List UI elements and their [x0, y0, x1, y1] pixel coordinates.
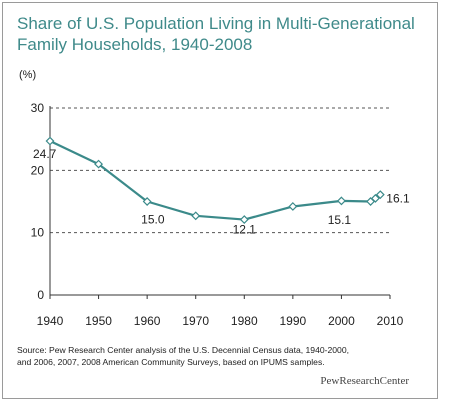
data-markers [45, 136, 385, 225]
data-label: 15.0 [141, 213, 165, 227]
y-tick-label: 10 [31, 226, 45, 240]
data-labels: 24.7 15.0 12.1 15.1 16.1 [33, 147, 410, 237]
series-line [49, 140, 381, 221]
data-point-marker [191, 211, 201, 221]
chart-frame: Share of U.S. Population Living in Multi… [2, 2, 438, 399]
data-point-marker [375, 190, 385, 200]
data-label: 16.1 [386, 192, 410, 206]
y-tick-label: 20 [31, 163, 45, 177]
x-tick-label: 1970 [182, 314, 209, 328]
data-label: 15.1 [328, 213, 352, 227]
title-line-2: Family Households, 1940-2008 [17, 35, 253, 54]
x-tick-label: 1940 [37, 314, 64, 328]
series-polyline [49, 140, 381, 221]
data-point-marker [288, 202, 298, 211]
x-tick-label: 2000 [328, 314, 355, 328]
data-point-marker [94, 159, 104, 169]
title-line-1: Share of U.S. Population Living in Multi… [17, 14, 415, 33]
y-tick-label: 30 [31, 101, 45, 115]
chart-title: Share of U.S. Population Living in Multi… [17, 13, 437, 55]
source-line-1: Source: Pew Research Center analysis of … [17, 345, 350, 355]
brand-logo-text: PewResearchCenter [320, 375, 409, 387]
data-point-marker [239, 215, 249, 225]
data-point-marker [336, 196, 346, 206]
x-tick-label: 2010 [377, 314, 404, 328]
source-note: Source: Pew Research Center analysis of … [17, 344, 432, 368]
y-tick-label: 0 [37, 288, 44, 302]
data-point-marker [45, 136, 55, 146]
data-point-marker [142, 197, 152, 206]
x-tick-label: 1950 [85, 314, 112, 328]
y-axis-unit-label: (%) [19, 69, 37, 81]
x-tick-label: 1990 [280, 314, 307, 328]
x-tick-label: 1980 [231, 314, 258, 328]
x-tick-label: 1960 [134, 314, 161, 328]
source-line-2: and 2006, 2007, 2008 American Community … [17, 357, 325, 367]
data-label: 24.7 [33, 147, 57, 161]
data-label: 12.1 [233, 223, 257, 237]
data-point-marker [370, 193, 380, 203]
